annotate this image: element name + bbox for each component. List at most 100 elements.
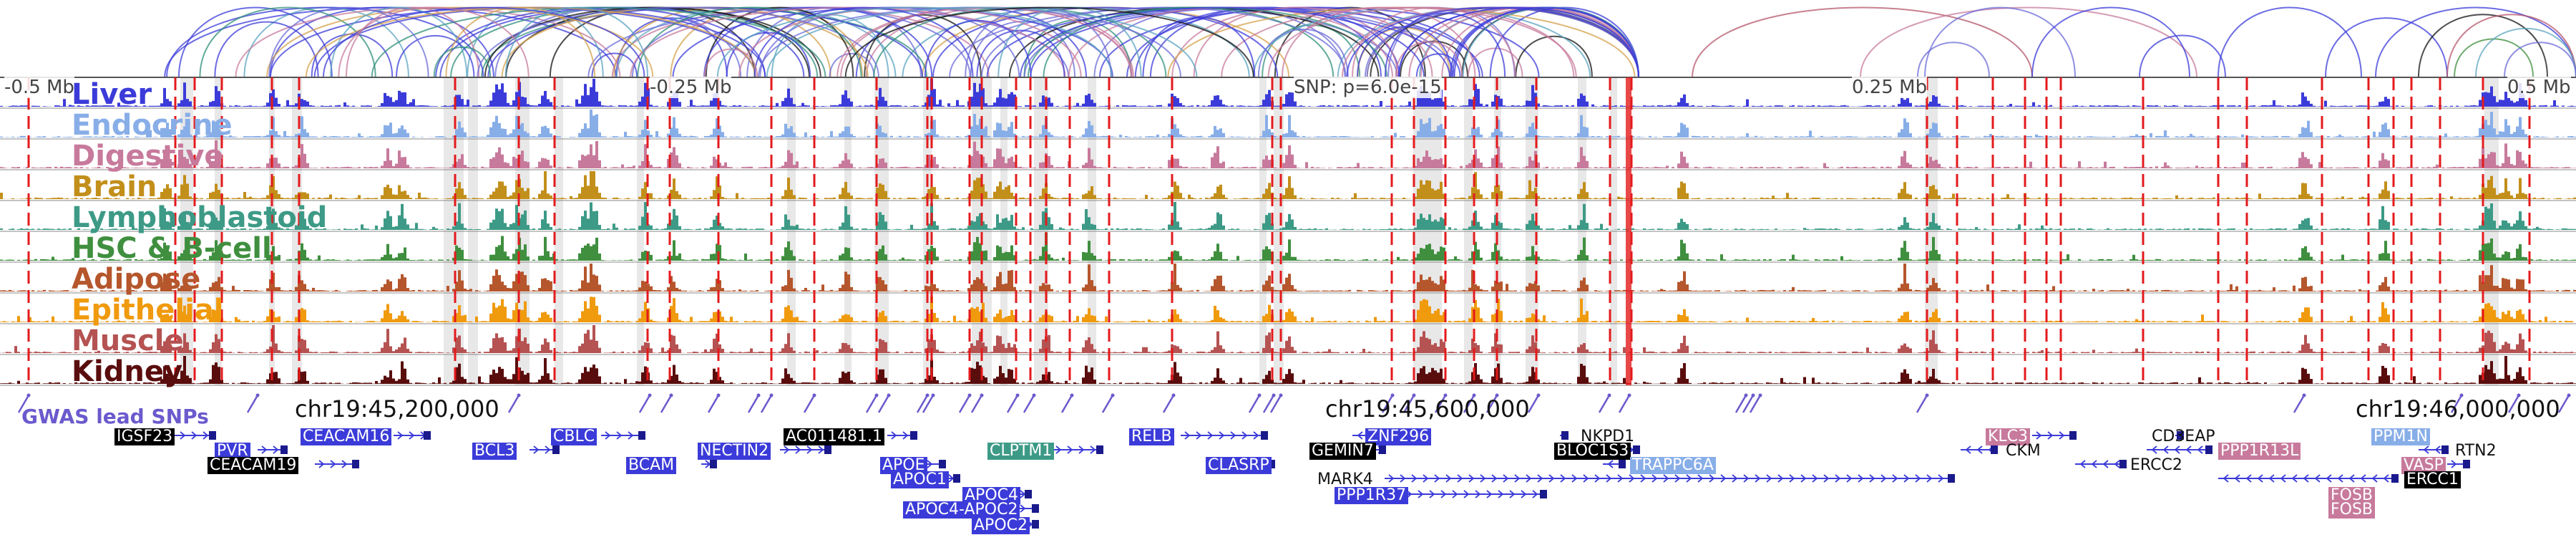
gene-label-cd3eap[interactable]: CD3EAP — [2152, 428, 2215, 445]
gene-strand-chevron — [1548, 474, 1555, 483]
gwas-snp-dot — [1257, 393, 1262, 397]
gene-label-apoc1[interactable]: APOC1 — [891, 471, 949, 488]
loop-arc — [166, 6, 484, 78]
signal-track-7 — [0, 296, 2576, 322]
gene-label-bloc1s3[interactable]: BLOC1S3 — [1554, 443, 1631, 460]
gene-strand-chevron — [1418, 490, 1424, 498]
gene-label-bcl3[interactable]: BCL3 — [472, 443, 517, 460]
signal-track-5 — [0, 233, 2576, 261]
gwas-snp-dot — [2567, 393, 2571, 397]
loop-arc — [1395, 41, 1463, 78]
gwas-snp-dot — [925, 393, 930, 397]
gwas-snp-marker — [1269, 395, 1282, 413]
gene-strand-chevron — [1607, 460, 1614, 468]
gene-strand-chevron — [1440, 490, 1447, 498]
gene-label-ac011481-1[interactable]: AC011481.1 — [784, 428, 884, 445]
gene-strand-chevron — [1709, 474, 1715, 483]
gene-strand-chevron — [784, 445, 790, 454]
gwas-snp-marker — [1434, 395, 1447, 413]
gene-strand-chevron — [2059, 431, 2065, 440]
gwas-snp-dot — [1758, 393, 1762, 397]
gene-strand-chevron — [1571, 474, 1578, 483]
gene-strand-chevron — [1434, 474, 1440, 483]
gene-strand-chevron — [2114, 460, 2120, 468]
gene-strand-chevron — [806, 445, 813, 454]
gwas-snp-dot — [1744, 393, 1748, 397]
gwas-snp-dot — [1925, 393, 1929, 397]
loop-arc — [371, 6, 826, 78]
gene-label-fosb[interactable]: FOSB — [2328, 501, 2376, 519]
gene-label-ceacam16[interactable]: CEACAM16 — [301, 428, 392, 445]
gene-exon — [638, 431, 645, 440]
gene-exon — [209, 431, 216, 440]
coordinate-label-1: chr19:45,200,000 — [295, 395, 499, 423]
gene-strand-chevron — [2185, 445, 2192, 454]
gene-strand-chevron — [1732, 474, 1738, 483]
loop-arc — [726, 32, 811, 78]
loop-arc — [177, 6, 333, 78]
loop-arc — [322, 6, 645, 78]
gene-label-ppp1r37[interactable]: PPP1R37 — [1335, 487, 1409, 504]
gene-label-trappc6a[interactable]: TRAPPC6A — [1630, 457, 1716, 474]
gwas-snp-dot — [2517, 393, 2521, 397]
loop-arc — [477, 6, 879, 78]
gene-label-znf296[interactable]: ZNF296 — [1365, 428, 1432, 445]
gene-strand-chevron — [2102, 460, 2109, 468]
gwas-snp-dot — [980, 393, 984, 397]
gwas-snp-marker — [2293, 395, 2306, 413]
gene-label-apoc2[interactable]: APOC2 — [972, 517, 1030, 534]
loop-arc — [1415, 53, 1461, 78]
gene-exon — [2463, 460, 2470, 468]
gene-strand-chevron — [1468, 474, 1475, 483]
gwas-snp-dot — [669, 393, 673, 397]
gwas-snp-dot — [2302, 393, 2306, 397]
gene-label-ercc2[interactable]: ERCC2 — [2130, 456, 2182, 474]
gene-exon — [352, 460, 359, 468]
gwas-snp-dot — [1472, 393, 1476, 397]
gwas-snp-marker — [1402, 395, 1415, 413]
gene-strand-chevron — [1594, 474, 1601, 483]
gene-label-clptm1[interactable]: CLPTM1 — [987, 443, 1055, 460]
gene-label-klc3[interactable]: KLC3 — [1986, 428, 2031, 445]
gene-strand-chevron — [628, 431, 634, 440]
gene-strand-chevron — [2371, 474, 2378, 483]
loop-arc — [864, 14, 982, 78]
gene-strand-chevron — [1514, 474, 1521, 483]
gene-exon — [1032, 504, 1039, 513]
gwas-snp-marker — [2450, 395, 2463, 413]
signal-tracks — [0, 79, 2576, 384]
gene-exon — [1540, 490, 1547, 498]
gwas-snp-dot — [1171, 393, 1176, 397]
gene-strand-chevron — [818, 445, 824, 454]
gene-label-igsf23[interactable]: IGSF23 — [114, 428, 175, 445]
chromatin-loop-arcs — [164, 6, 2576, 78]
loop-arc — [637, 6, 862, 78]
gene-label-mark4[interactable]: MARK4 — [1317, 471, 1373, 488]
gene-label-apoc4-apoc2[interactable]: APOC4-APOC2 — [903, 501, 1020, 519]
gene-label-clasrp[interactable]: CLASRP — [1206, 457, 1272, 474]
track-frame — [0, 77, 2576, 386]
gene-label-bcam[interactable]: BCAM — [626, 457, 677, 474]
loop-arc — [433, 46, 492, 78]
gene-label-ckm[interactable]: CKM — [2006, 442, 2041, 460]
gene-label-cblc[interactable]: CBLC — [551, 428, 597, 445]
gene-label-nkpd1[interactable]: NKPD1 — [1581, 428, 1635, 445]
gene-label-apoc4[interactable]: APOC4 — [962, 487, 1020, 504]
gene-label-ceacam19[interactable]: CEACAM19 — [208, 457, 299, 474]
gwas-snp-dot — [887, 393, 891, 397]
gwas-snp-marker — [1381, 395, 1394, 413]
gene-label-ppm1n[interactable]: PPM1N — [2371, 428, 2430, 445]
gene-strand-chevron — [1253, 431, 1259, 440]
gene-strand-chevron — [1869, 474, 1875, 483]
gene-label-rtn2[interactable]: RTN2 — [2455, 442, 2497, 460]
loop-arc — [1193, 6, 1399, 78]
gene-label-ppp1r13l[interactable]: PPP1R13L — [2218, 443, 2301, 460]
gene-exon — [2119, 460, 2127, 468]
gene-label-nectin2[interactable]: NECTIN2 — [698, 443, 771, 460]
gene-label-relb[interactable]: RELB — [1129, 428, 1174, 445]
gene-strand-chevron — [1452, 490, 1458, 498]
gene-label-gemin7[interactable]: GEMIN7 — [1309, 443, 1376, 460]
gene-label-ercc1[interactable]: ERCC1 — [2404, 471, 2461, 488]
gwas-snp-marker — [1248, 395, 1261, 413]
gene-strand-chevron — [1537, 474, 1543, 483]
